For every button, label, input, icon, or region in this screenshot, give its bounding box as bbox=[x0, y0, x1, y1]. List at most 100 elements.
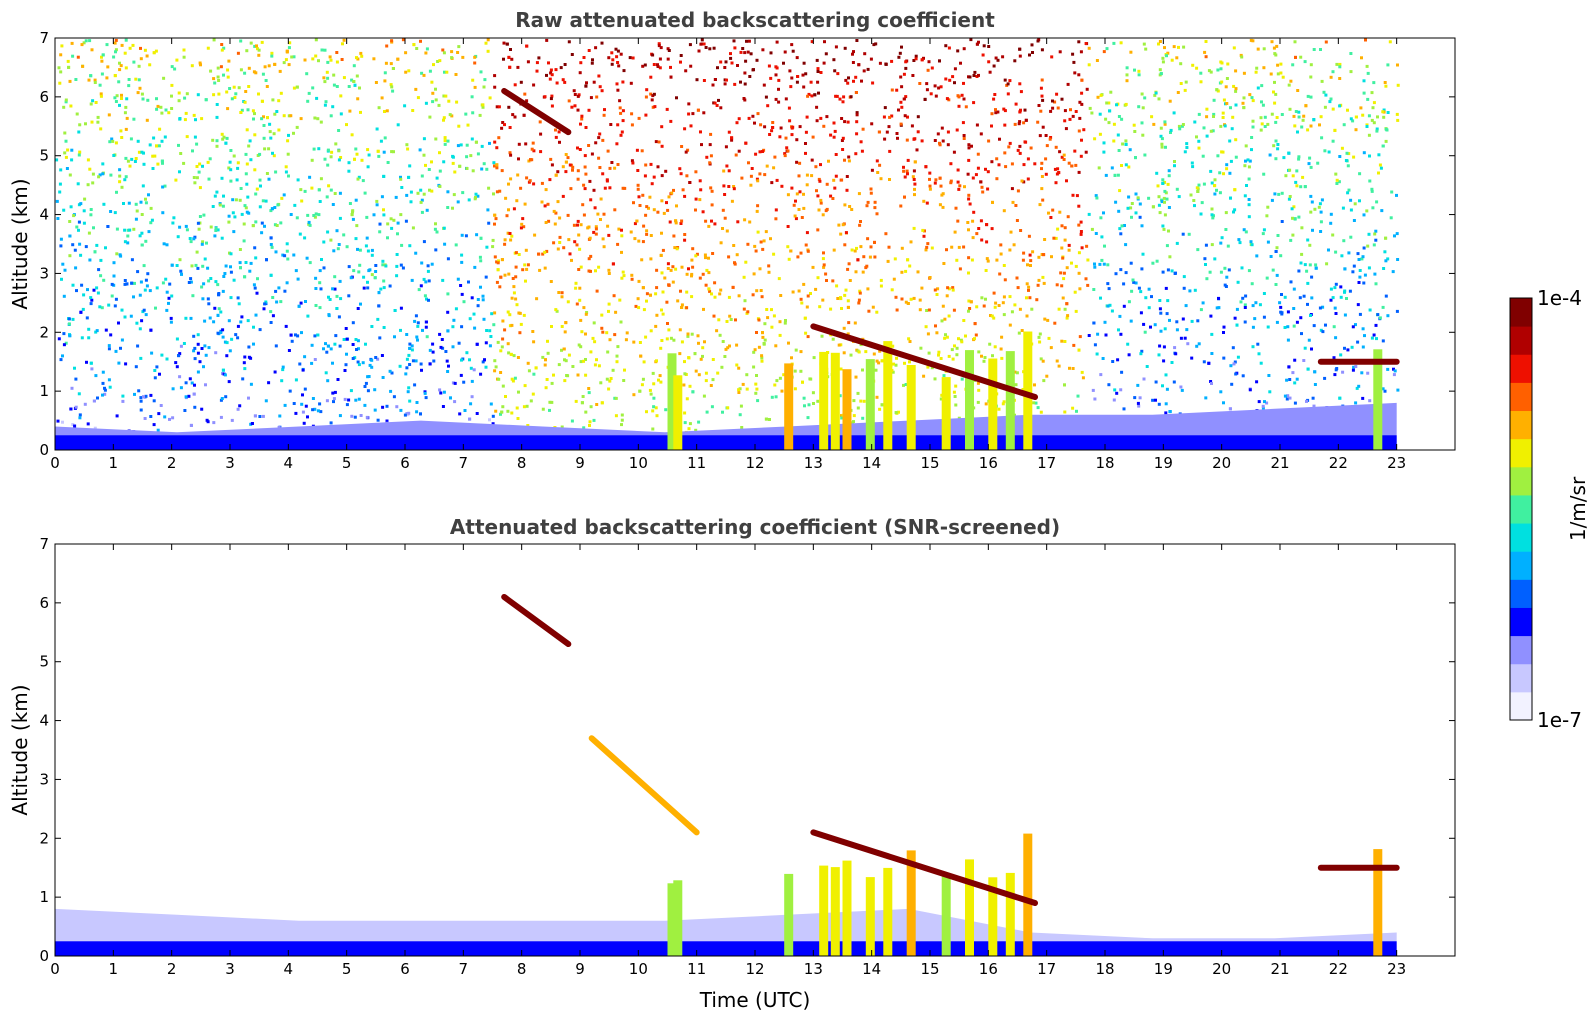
noise-pixel bbox=[874, 42, 878, 46]
noise-pixel bbox=[314, 212, 318, 216]
noise-pixel bbox=[649, 75, 653, 79]
noise-pixel bbox=[308, 223, 312, 227]
noise-pixel bbox=[1173, 346, 1177, 350]
noise-pixel bbox=[549, 280, 553, 283]
noise-pixel bbox=[657, 140, 661, 144]
noise-pixel bbox=[1040, 94, 1044, 98]
noise-pixel bbox=[245, 49, 249, 53]
noise-pixel bbox=[856, 391, 860, 395]
noise-pixel bbox=[1010, 310, 1014, 314]
noise-pixel bbox=[914, 57, 918, 61]
noise-pixel bbox=[1079, 220, 1083, 224]
noise-pixel bbox=[735, 253, 739, 257]
noise-pixel bbox=[607, 56, 611, 60]
noise-pixel bbox=[567, 238, 571, 242]
noise-pixel bbox=[441, 405, 445, 408]
noise-pixel bbox=[600, 313, 604, 317]
noise-pixel bbox=[467, 280, 470, 284]
noise-pixel bbox=[404, 372, 408, 376]
noise-pixel bbox=[968, 202, 972, 206]
noise-pixel bbox=[835, 284, 839, 288]
noise-pixel bbox=[490, 312, 494, 316]
noise-pixel bbox=[577, 93, 581, 97]
noise-pixel bbox=[183, 96, 187, 100]
noise-pixel bbox=[743, 71, 747, 75]
noise-pixel bbox=[1119, 41, 1123, 45]
noise-pixel bbox=[1386, 63, 1390, 67]
noise-pixel bbox=[189, 280, 193, 284]
noise-pixel bbox=[770, 395, 774, 399]
noise-pixel bbox=[237, 86, 241, 90]
noise-pixel bbox=[783, 321, 787, 325]
noise-pixel bbox=[182, 55, 186, 59]
noise-pixel bbox=[499, 412, 502, 416]
noise-pixel bbox=[110, 137, 114, 141]
noise-pixel bbox=[1157, 97, 1161, 101]
noise-pixel bbox=[935, 293, 939, 296]
noise-pixel bbox=[1115, 103, 1118, 107]
noise-pixel bbox=[900, 85, 904, 89]
noise-pixel bbox=[766, 316, 770, 320]
noise-pixel bbox=[652, 382, 656, 386]
noise-pixel bbox=[1358, 199, 1361, 203]
noise-pixel bbox=[201, 297, 205, 301]
noise-pixel bbox=[378, 230, 382, 234]
noise-pixel bbox=[1018, 307, 1022, 311]
noise-pixel bbox=[246, 108, 250, 112]
noise-pixel bbox=[279, 221, 283, 225]
noise-pixel bbox=[752, 350, 756, 354]
noise-pixel bbox=[249, 422, 253, 426]
noise-pixel bbox=[1357, 258, 1361, 261]
noise-pixel bbox=[123, 111, 127, 115]
noise-pixel bbox=[983, 356, 987, 359]
noise-pixel bbox=[302, 421, 306, 425]
noise-pixel bbox=[450, 56, 454, 60]
noise-pixel bbox=[364, 342, 367, 346]
noise-pixel bbox=[727, 130, 731, 134]
noise-pixel bbox=[964, 105, 968, 109]
noise-pixel bbox=[804, 331, 808, 335]
noise-pixel bbox=[492, 323, 496, 327]
noise-pixel bbox=[132, 117, 136, 121]
noise-pixel bbox=[306, 415, 309, 419]
noise-pixel bbox=[873, 200, 877, 204]
noise-pixel bbox=[462, 300, 466, 304]
noise-pixel bbox=[1223, 124, 1227, 128]
noise-pixel bbox=[374, 356, 378, 359]
noise-pixel bbox=[724, 145, 728, 149]
noise-pixel bbox=[847, 321, 851, 325]
noise-pixel bbox=[91, 99, 95, 103]
noise-pixel bbox=[947, 46, 951, 50]
noise-pixel bbox=[230, 337, 234, 341]
noise-pixel bbox=[607, 233, 611, 237]
noise-pixel bbox=[582, 183, 586, 187]
noise-pixel bbox=[1080, 370, 1084, 374]
noise-pixel bbox=[1163, 120, 1167, 124]
noise-pixel bbox=[680, 265, 684, 269]
noise-pixel bbox=[1022, 163, 1026, 167]
noise-pixel bbox=[844, 231, 848, 235]
noise-pixel bbox=[442, 390, 446, 394]
noise-pixel bbox=[908, 340, 912, 343]
noise-pixel bbox=[906, 115, 909, 119]
noise-pixel bbox=[1310, 347, 1313, 351]
noise-pixel bbox=[258, 178, 262, 182]
noise-pixel bbox=[613, 166, 617, 170]
noise-pixel bbox=[1037, 278, 1041, 282]
noise-pixel bbox=[140, 213, 144, 216]
noise-pixel bbox=[1105, 101, 1109, 105]
noise-pixel bbox=[1162, 359, 1166, 363]
noise-pixel bbox=[732, 244, 736, 247]
noise-pixel bbox=[1234, 89, 1238, 93]
noise-pixel bbox=[478, 255, 482, 259]
noise-pixel bbox=[1124, 243, 1128, 247]
noise-pixel bbox=[1085, 244, 1089, 248]
noise-pixel bbox=[767, 264, 771, 268]
noise-pixel bbox=[473, 55, 477, 59]
noise-pixel bbox=[1152, 122, 1156, 126]
noise-pixel bbox=[900, 297, 904, 301]
noise-pixel bbox=[300, 402, 304, 406]
noise-pixel bbox=[1285, 397, 1289, 401]
noise-pixel bbox=[1117, 115, 1121, 118]
noise-pixel bbox=[778, 376, 782, 380]
